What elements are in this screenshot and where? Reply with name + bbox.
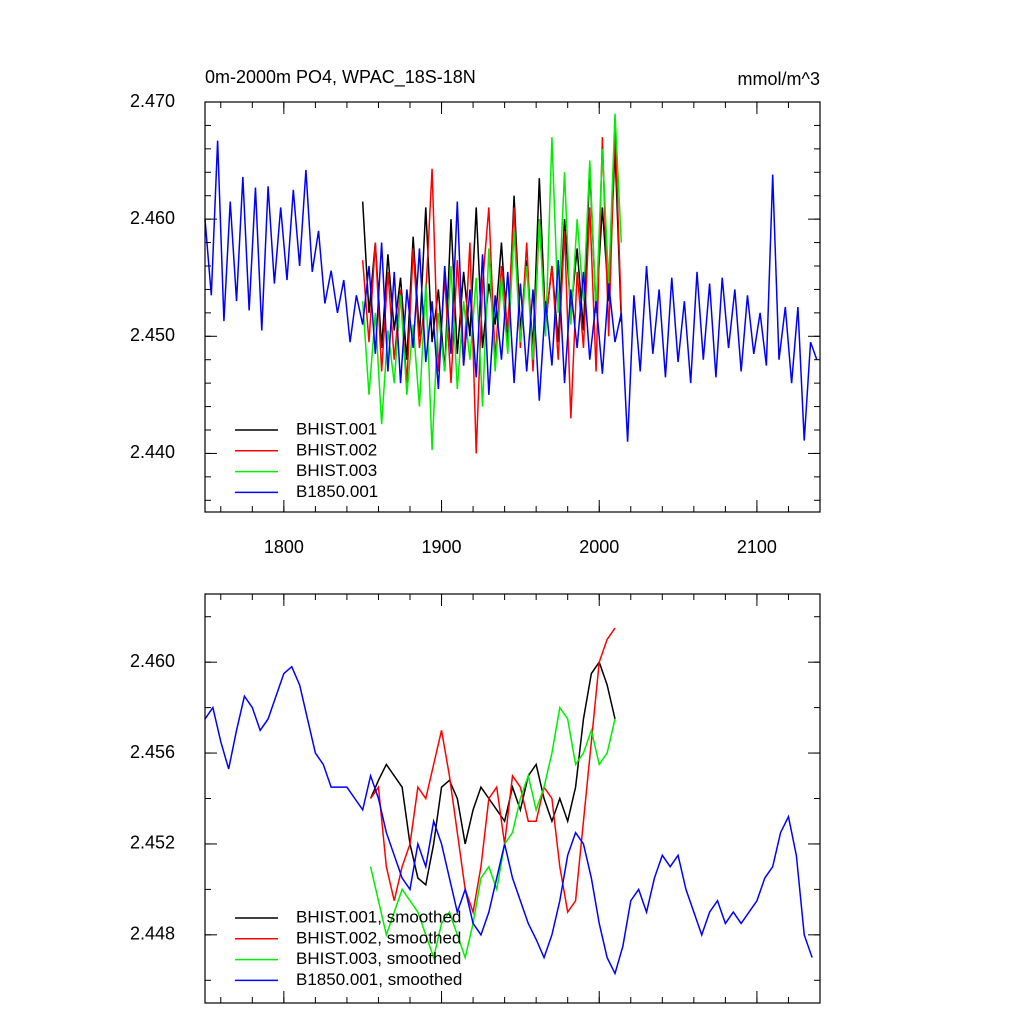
y-tick-label: 2.460	[130, 208, 175, 228]
x-tick-label: 2000	[579, 537, 619, 557]
legend-label: B1850.001	[296, 482, 378, 501]
y-tick-label: 2.448	[130, 924, 175, 944]
data-line	[369, 627, 616, 916]
legend-label: B1850.001, smoothed	[296, 970, 462, 989]
legend-label: BHIST.002, smoothed	[296, 928, 461, 947]
data-line	[369, 705, 616, 961]
x-tick-label: 1800	[264, 537, 304, 557]
legend-label: BHIST.002	[296, 440, 377, 459]
data-line	[361, 113, 623, 450]
y-tick-label: 2.450	[130, 325, 175, 345]
data-line	[369, 660, 616, 887]
legend-label: BHIST.003	[296, 461, 377, 480]
y-tick-label: 2.470	[130, 91, 175, 111]
data-line	[204, 140, 818, 442]
chart-title: 0m-2000m PO4, WPAC_18S-18N	[205, 67, 476, 88]
x-tick-label: 1900	[422, 537, 462, 557]
unit-label: mmol/m^3	[738, 69, 820, 89]
plot-frame	[204, 101, 821, 513]
x-tick-label: 2100	[737, 537, 777, 557]
y-tick-label: 2.456	[130, 742, 175, 762]
legend-label: BHIST.001	[296, 419, 377, 438]
legend-label: BHIST.001, smoothed	[296, 907, 461, 926]
legend-label: BHIST.003, smoothed	[296, 949, 461, 968]
y-tick-label: 2.460	[130, 651, 175, 671]
data-line	[204, 665, 813, 976]
y-tick-label: 2.452	[130, 833, 175, 853]
y-tick-label: 2.440	[130, 442, 175, 462]
